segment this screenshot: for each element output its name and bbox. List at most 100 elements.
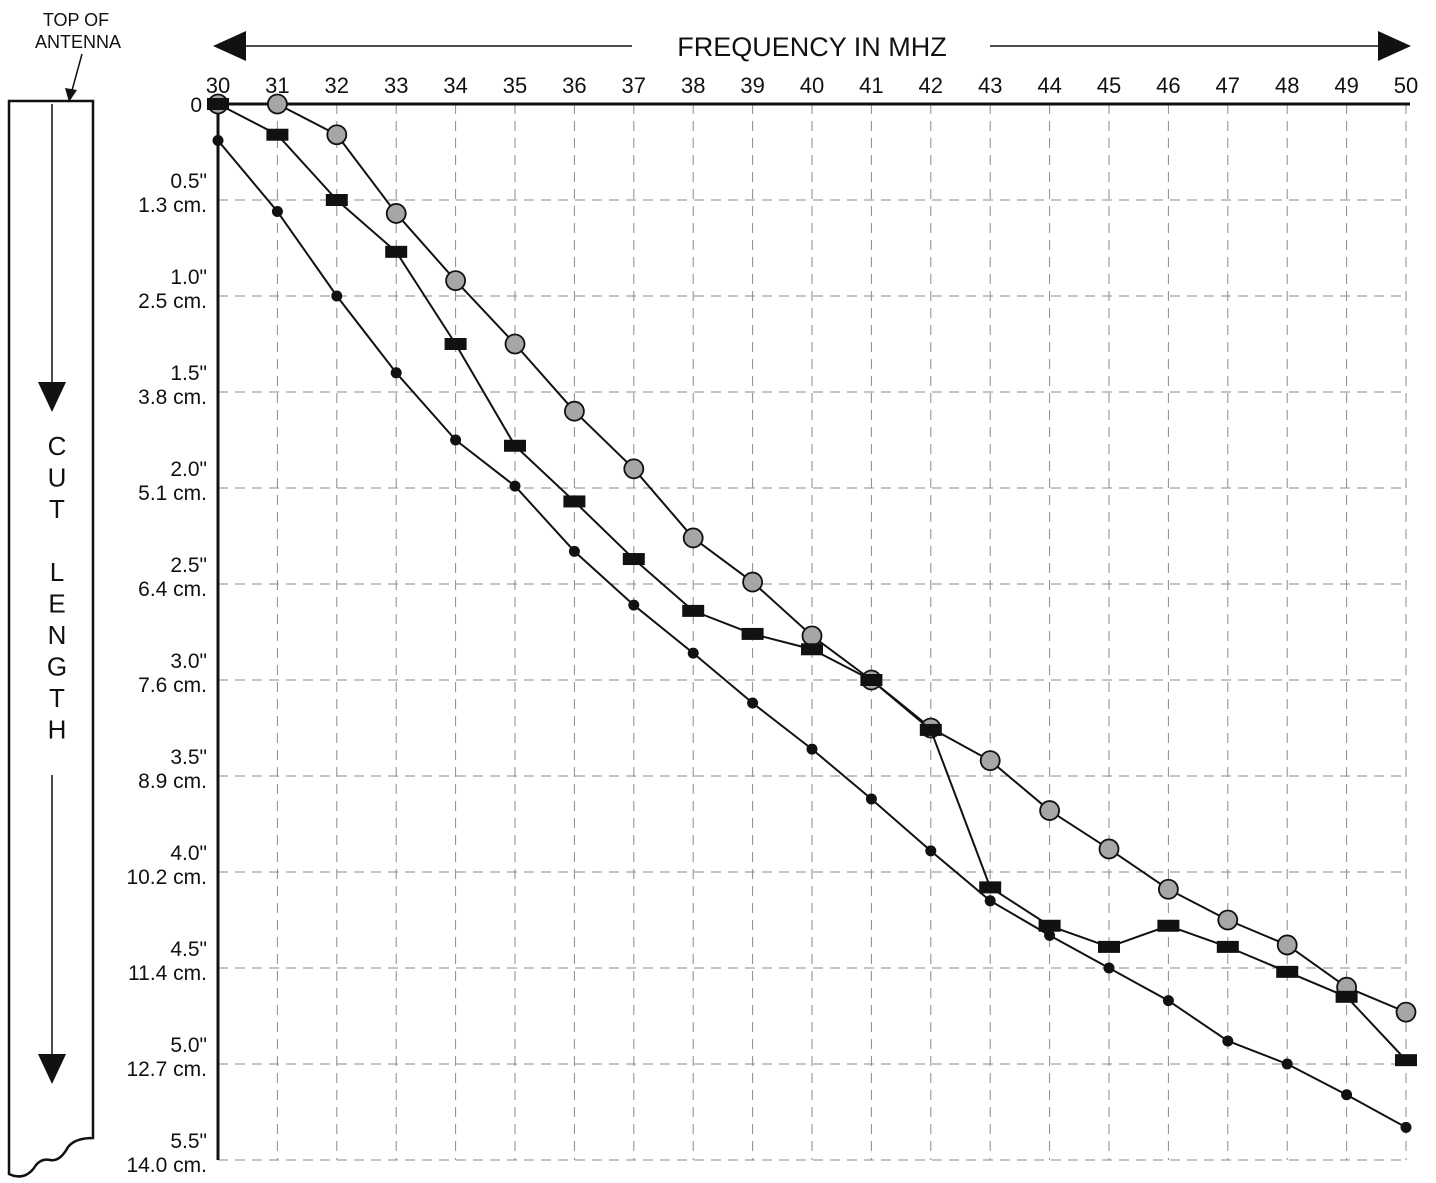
data-point-dot — [687, 647, 699, 659]
data-point-rect — [1276, 965, 1299, 978]
data-point-circle — [801, 625, 823, 647]
x-tick-label: 37 — [622, 73, 646, 98]
x-axis-title: FREQUENCY IN MHZ — [677, 32, 947, 62]
data-point-circle — [385, 203, 407, 224]
data-point-rect — [385, 245, 408, 258]
x-tick-label: 32 — [325, 73, 349, 98]
x-tick-label: 47 — [1216, 73, 1240, 98]
cut-length-letter: U — [48, 463, 67, 493]
y-tick-label-cm: 8.9 cm. — [138, 770, 207, 793]
cut-length-letter: N — [48, 620, 67, 650]
data-point-dot — [865, 793, 877, 805]
x-tick-label: 39 — [740, 73, 764, 98]
data-point-rect — [563, 495, 586, 508]
data-point-dot — [271, 206, 283, 218]
y-tick-label-cm: 7.6 cm. — [138, 674, 207, 697]
data-point-rect — [919, 723, 942, 736]
y-tick-label-inch: 3.5" — [170, 746, 207, 769]
y-tick-label-cm: 2.5 cm. — [138, 290, 207, 313]
y-tick-label-inch: 2.5" — [170, 554, 207, 577]
cut-length-letter: H — [48, 715, 67, 745]
pointer-arrow-icon — [65, 88, 77, 102]
x-tick-label: 46 — [1156, 73, 1180, 98]
data-point-rect — [741, 627, 764, 640]
x-tick-label: 49 — [1334, 73, 1358, 98]
data-point-rect — [1157, 919, 1180, 932]
data-point-rect — [325, 194, 348, 206]
x-tick-label: 33 — [384, 73, 408, 98]
data-point-rect — [207, 98, 229, 110]
y-tick-label-cm: 5.1 cm. — [138, 482, 207, 505]
data-point-dot — [568, 545, 580, 557]
data-point-rect — [860, 674, 883, 686]
data-point-circle — [504, 333, 526, 355]
cut-length-letter: G — [47, 652, 67, 682]
x-tick-label: 42 — [919, 73, 943, 98]
data-point-circle — [445, 270, 467, 292]
x-tick-label: 34 — [443, 73, 467, 98]
y-tick-label-cm: 12.7 cm. — [126, 1058, 207, 1081]
x-tick-label: 40 — [800, 73, 824, 98]
data-point-circle — [326, 124, 348, 146]
y-tick-label-cm: 10.2 cm. — [126, 866, 207, 889]
data-point-circle — [979, 750, 1001, 772]
corner-label-line2: ANTENNA — [35, 32, 121, 52]
data-point-dot — [747, 697, 759, 709]
data-point-rect — [622, 553, 645, 566]
data-point-circle — [1098, 838, 1120, 860]
data-point-rect — [979, 881, 1002, 894]
arrow-down-icon — [38, 1054, 66, 1084]
data-point-rect — [1098, 940, 1120, 953]
y-tick-label-inch: 5.0" — [170, 1034, 207, 1057]
series-layer — [207, 93, 1417, 1133]
y-tick-labels: 00.5"1.3 cm.1.0"2.5 cm.1.5"3.8 cm.2.0"5.… — [126, 94, 207, 1177]
x-tick-label: 36 — [562, 73, 586, 98]
data-point-rect — [1335, 990, 1358, 1003]
data-point-circle — [742, 571, 763, 593]
data-point-dot — [1281, 1058, 1293, 1070]
y-tick-label-inch: 3.0" — [170, 650, 207, 673]
data-point-dot — [509, 480, 521, 492]
y-tick-label-cm: 6.4 cm. — [138, 578, 207, 601]
y-tick-label-inch: 0.5" — [170, 170, 207, 193]
data-point-circle — [623, 458, 645, 480]
x-tick-label: 43 — [978, 73, 1002, 98]
cut-length-letter: C — [48, 431, 67, 461]
corner-pointer-line — [70, 53, 83, 95]
cut-length-letter: L — [50, 557, 64, 587]
x-tick-label: 41 — [859, 73, 883, 98]
data-point-rect — [266, 128, 289, 141]
data-point-rect — [444, 338, 467, 350]
y-tick-label-inch: 0 — [190, 94, 202, 117]
y-tick-label-inch: 4.0" — [170, 842, 207, 865]
data-point-dot — [925, 845, 937, 857]
y-tick-label-cm: 14.0 cm. — [126, 1154, 207, 1177]
data-point-rect — [682, 604, 705, 617]
y-tick-label-inch: 2.0" — [170, 458, 207, 481]
cut-length-letter: E — [48, 589, 65, 619]
y-tick-label-cm: 1.3 cm. — [138, 194, 207, 217]
data-point-dot — [984, 895, 996, 907]
series-rect-black — [207, 98, 1417, 1067]
data-point-circle — [266, 93, 288, 115]
data-point-dot — [1341, 1089, 1353, 1101]
x-tick-label: 35 — [503, 73, 527, 98]
data-point-rect — [1395, 1054, 1417, 1067]
x-tick-label: 50 — [1394, 73, 1418, 98]
data-point-dot — [1103, 962, 1115, 974]
series-dot-black — [212, 134, 1412, 1133]
data-point-dot — [1222, 1035, 1234, 1047]
corner-label-line1: TOP OF — [43, 10, 109, 30]
arrow-left-icon — [213, 31, 246, 61]
data-point-circle — [1395, 1001, 1417, 1023]
data-point-rect — [1038, 919, 1061, 932]
data-point-rect — [504, 439, 526, 452]
data-point-dot — [1400, 1121, 1412, 1133]
data-point-circle — [682, 527, 704, 549]
y-tick-label-inch: 4.5" — [170, 938, 207, 961]
y-tick-label-cm: 3.8 cm. — [138, 386, 207, 409]
data-point-dot — [450, 434, 462, 446]
data-point-dot — [212, 134, 224, 146]
x-tick-label: 44 — [1037, 73, 1061, 98]
